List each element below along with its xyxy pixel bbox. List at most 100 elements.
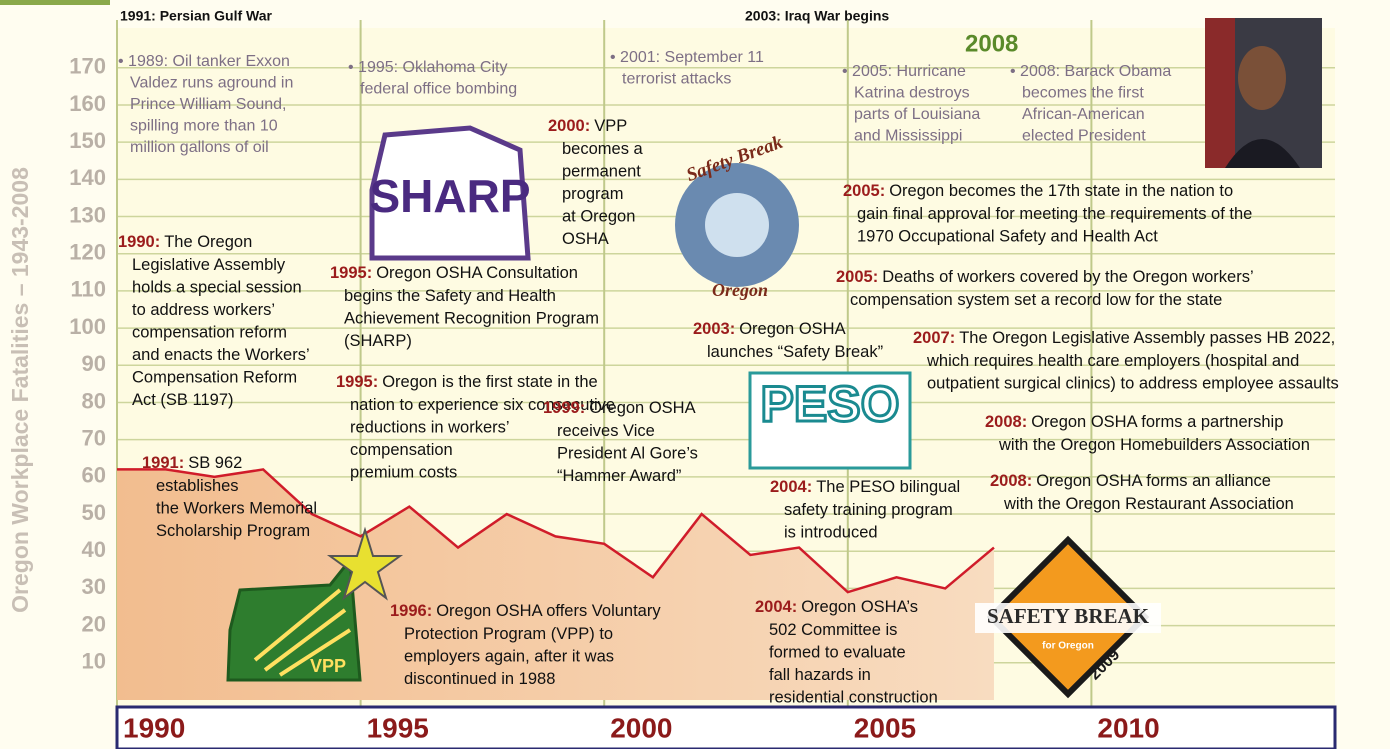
annotation-text: Oregon OSHA forms a partnership xyxy=(1031,413,1283,431)
annotation-lead: 1996: xyxy=(390,602,432,620)
y-tick-label: 10 xyxy=(82,649,106,674)
annotation-text: Act (SB 1197) xyxy=(132,391,234,409)
annotation-lead: 2000: xyxy=(548,117,590,135)
annotation-lead: 1991: xyxy=(142,454,184,472)
world-event: Katrina destroys xyxy=(854,85,970,102)
annotation-text: Oregon OSHA’s xyxy=(801,598,918,616)
annotation-lead: 2004: xyxy=(755,598,797,616)
y-tick-label: 30 xyxy=(82,574,106,599)
world-event: becomes the first xyxy=(1022,85,1144,102)
annotation-text: begins the Safety and Health xyxy=(344,287,556,305)
annotation-text: 1970 Occupational Safety and Health Act xyxy=(857,227,1158,245)
annotation-text: holds a special session xyxy=(132,278,302,296)
world-event: and Mississippi xyxy=(854,128,962,145)
y-tick-label: 130 xyxy=(69,202,106,227)
annotation-text: Oregon OSHA Consultation xyxy=(376,264,578,282)
annotation-text: compensation system set a record low for… xyxy=(850,291,1222,309)
logo-text: Oregon xyxy=(712,280,768,300)
annotation: 1995:Oregon OSHA Consultation xyxy=(330,264,578,282)
annotation: 2004:Oregon OSHA’s xyxy=(755,598,918,616)
headline-event: 1991: Persian Gulf War xyxy=(120,8,273,24)
annotation: 2008:Oregon OSHA forms an alliance xyxy=(990,472,1271,490)
annotation-text: Compensation Reform xyxy=(132,368,297,386)
annotation-text: (SHARP) xyxy=(344,332,412,350)
annotation-text: “Hammer Award” xyxy=(557,467,681,485)
peso-logo: PESO xyxy=(750,373,910,468)
annotation-lead: 2003: xyxy=(693,320,735,338)
annotation-text: formed to evaluate xyxy=(769,643,906,661)
x-tick-label: 1990 xyxy=(123,712,185,743)
annotation: 1995:Oregon is the first state in the xyxy=(336,373,598,391)
annotation-text: employers again, after it was xyxy=(404,647,614,665)
annotation-text: becomes a xyxy=(562,140,644,158)
world-event: federal office bombing xyxy=(360,81,517,98)
y-tick-label: 40 xyxy=(82,537,106,562)
annotation-text: Achievement Recognition Program xyxy=(344,309,599,327)
world-event: Prince William Sound, xyxy=(130,96,287,113)
y-tick-label: 150 xyxy=(69,128,106,153)
logo-text: VPP xyxy=(310,656,346,676)
annotation-text: SB 962 xyxy=(188,454,242,472)
y-tick-label: 140 xyxy=(69,165,106,190)
annotation-text: compensation reform xyxy=(132,323,287,341)
annotation: 1996:Oregon OSHA offers Voluntary xyxy=(390,602,661,620)
annotation-lead: 2005: xyxy=(836,268,878,286)
y-tick-label: 50 xyxy=(82,500,106,525)
annotation: 2005:Deaths of workers covered by the Or… xyxy=(836,268,1254,286)
world-event: elected President xyxy=(1022,128,1146,145)
annotation-text: outpatient surgical clinics) to address … xyxy=(927,374,1339,392)
world-event: Valdez runs aground in xyxy=(130,75,293,92)
annotation: 1990:The Oregon xyxy=(118,233,252,251)
annotation-lead: 2004: xyxy=(770,478,812,496)
corner-bar xyxy=(0,0,110,5)
annotation-text: is introduced xyxy=(784,523,878,541)
logo-text: for Oregon xyxy=(1042,641,1094,652)
x-tick-label: 2005 xyxy=(854,712,916,743)
annotation-text: launches “Safety Break” xyxy=(707,343,883,361)
annotation-text: gain final approval for meeting the requ… xyxy=(857,205,1252,223)
annotation-text: safety training program xyxy=(784,501,953,519)
world-event: parts of Louisiana xyxy=(854,106,980,123)
x-tick-label: 2000 xyxy=(610,712,672,743)
world-event: million gallons of oil xyxy=(130,139,269,156)
annotation: 1999:Oregon OSHA xyxy=(543,399,696,417)
annotation-text: The PESO bilingual xyxy=(816,478,960,496)
world-event: spilling more than 10 xyxy=(130,118,278,135)
annotation-lead: 1995: xyxy=(336,373,378,391)
annotation-text: with the Oregon Restaurant Association xyxy=(1003,495,1294,513)
sharp-logo: SHARP xyxy=(369,128,530,258)
annotation-text: permanent xyxy=(562,162,641,180)
y-axis-title: Oregon Workplace Fatalities – 1943-2008 xyxy=(7,167,33,613)
annotation: 2003:Oregon OSHA xyxy=(693,320,846,338)
logo-text: SAFETY BREAK xyxy=(987,604,1150,628)
annotation: 1991:SB 962 xyxy=(142,454,242,472)
annotation-text: Oregon OSHA xyxy=(589,399,695,417)
annotation: 2004:The PESO bilingual xyxy=(770,478,960,496)
annotation-text: The Oregon Legislative Assembly passes H… xyxy=(959,329,1335,347)
world-event: African-American xyxy=(1022,106,1145,123)
annotation: 2007:The Oregon Legislative Assembly pas… xyxy=(913,329,1335,347)
annotation-text: VPP xyxy=(594,117,627,135)
annotation-text: The Oregon xyxy=(164,233,252,251)
annotation-lead: 1995: xyxy=(330,264,372,282)
annotation-text: to address workers’ xyxy=(132,301,275,319)
annotation-text: Oregon is the first state in the xyxy=(382,373,598,391)
annotation-text: reductions in workers’ xyxy=(350,418,510,436)
world-event: • 2008: Barack Obama xyxy=(1010,63,1171,80)
annotation-text: receives Vice xyxy=(557,422,655,440)
annotation-text: at Oregon xyxy=(562,207,635,225)
annotation-text: which requires health care employers (ho… xyxy=(926,352,1299,370)
annotation-text: 502 Committee is xyxy=(769,621,897,639)
annotation-lead: 1990: xyxy=(118,233,160,251)
y-tick-label: 70 xyxy=(82,425,106,450)
y-tick-label: 160 xyxy=(69,91,106,116)
y-tick-label: 80 xyxy=(82,388,106,413)
annotation-text: Oregon becomes the 17th state in the nat… xyxy=(889,182,1233,200)
annotation-text: with the Oregon Homebuilders Association xyxy=(998,436,1310,454)
annotation-text: Scholarship Program xyxy=(156,522,310,540)
world-event: • 1989: Oil tanker Exxon xyxy=(118,53,290,70)
y-tick-label: 100 xyxy=(69,314,106,339)
world-event: • 2005: Hurricane xyxy=(842,63,966,80)
x-tick-label: 1995 xyxy=(367,712,429,743)
y-tick-label: 170 xyxy=(69,54,106,79)
